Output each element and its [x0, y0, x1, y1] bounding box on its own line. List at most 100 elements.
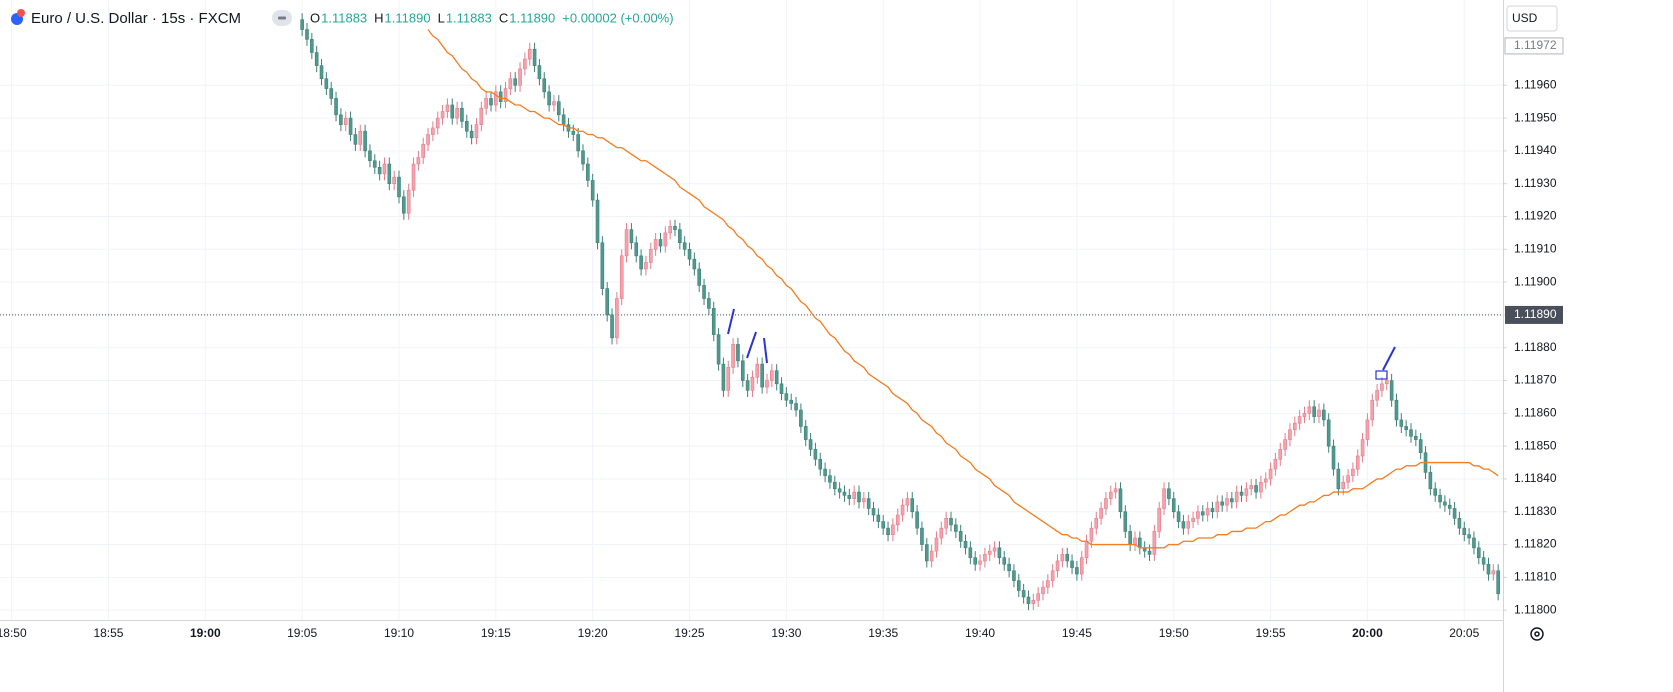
- candle-body: [862, 498, 866, 503]
- candle-body: [954, 524, 958, 532]
- candle-body: [416, 157, 421, 165]
- drawing-line[interactable]: [1382, 346, 1396, 371]
- candle-body: [547, 91, 551, 106]
- candle-body: [561, 114, 566, 125]
- candle-body: [1462, 527, 1467, 536]
- candle-body: [1079, 557, 1084, 575]
- x-tick-label: 19:15: [481, 626, 511, 640]
- x-tick-label: 19:10: [384, 626, 414, 640]
- candle-body: [503, 88, 508, 102]
- candle-body: [310, 39, 314, 53]
- candle-body: [794, 403, 798, 411]
- candle-body: [1312, 406, 1316, 417]
- candle-body: [1380, 383, 1384, 391]
- currency-button[interactable]: [1506, 5, 1558, 32]
- candle-body: [702, 285, 706, 299]
- candle-body: [1472, 537, 1476, 549]
- candle-body: [886, 527, 890, 536]
- candle-body: [571, 130, 576, 135]
- candle-body: [682, 242, 687, 250]
- candle-body: [300, 19, 304, 30]
- currency[interactable]: USD: [1512, 11, 1538, 25]
- candle-body: [1249, 485, 1254, 490]
- candle-body: [1355, 455, 1360, 470]
- candle-body: [1157, 508, 1162, 532]
- candle-body: [813, 449, 818, 460]
- candle-body: [692, 258, 697, 270]
- candle-body: [673, 226, 677, 230]
- y-tick-label: 1.11940: [1514, 143, 1557, 157]
- drawing-box[interactable]: [1375, 370, 1388, 380]
- candle-body: [678, 229, 682, 244]
- candle-body: [1336, 468, 1341, 490]
- candle-body: [518, 68, 522, 86]
- candle-body: [1297, 416, 1302, 424]
- candle-body: [978, 560, 982, 565]
- candle-body: [944, 518, 948, 529]
- candle-body: [1370, 399, 1375, 421]
- x-tick-label: 19:40: [965, 626, 995, 640]
- candle-body: [1375, 390, 1379, 401]
- y-tick-label: 1.11830: [1514, 504, 1557, 518]
- candle-body: [1225, 498, 1229, 506]
- drawing-line[interactable]: [746, 331, 757, 359]
- y-tick-label: 1.11810: [1514, 570, 1557, 584]
- x-tick-label: 18:50: [0, 626, 27, 640]
- candle-body: [1409, 429, 1413, 437]
- candle-body: [707, 298, 711, 309]
- candle-body: [542, 78, 547, 93]
- candle-body: [600, 242, 605, 289]
- candle-body: [1041, 586, 1045, 595]
- chart-title[interactable]: Euro / U.S. Dollar · 15s · FXCM: [31, 10, 241, 27]
- candle-body: [711, 308, 716, 335]
- candle-body: [871, 508, 876, 516]
- candle-body: [1452, 508, 1457, 519]
- candle-body: [924, 544, 929, 562]
- candle-body: [1046, 580, 1050, 588]
- candle-body: [523, 58, 527, 70]
- settings-icon[interactable]: [1530, 627, 1544, 641]
- y-tick-label: 1.11840: [1514, 471, 1557, 485]
- candle-body: [920, 527, 924, 545]
- drawing-line[interactable]: [727, 308, 735, 335]
- candle-body: [1254, 485, 1258, 493]
- candle-body: [1118, 488, 1123, 513]
- candle-body: [740, 360, 745, 381]
- candle-body: [755, 363, 760, 378]
- candle-body: [1196, 511, 1200, 519]
- candle-body: [334, 98, 338, 116]
- candle-body: [876, 514, 881, 522]
- candle-body: [997, 547, 1002, 558]
- candle-body: [987, 550, 992, 555]
- drawing-line[interactable]: [763, 337, 768, 364]
- legend-label: H: [374, 10, 383, 25]
- candle-body: [668, 226, 672, 234]
- candle-body: [1167, 488, 1171, 499]
- candle-body: [343, 117, 348, 125]
- candle-body: [1307, 406, 1312, 414]
- candle-body: [426, 134, 430, 145]
- candle-body: [1021, 590, 1026, 598]
- candle-body: [377, 167, 382, 175]
- candle-body: [397, 176, 401, 198]
- candle-body: [799, 409, 803, 427]
- drawings: [727, 308, 1396, 380]
- candle-body: [1496, 570, 1500, 595]
- candle-body: [958, 531, 963, 542]
- candle-body: [1476, 547, 1481, 558]
- candle-body: [644, 262, 648, 270]
- candle-body: [1060, 554, 1065, 562]
- candle-body: [329, 88, 334, 99]
- candle-body: [1113, 488, 1118, 493]
- candle-body: [765, 380, 769, 388]
- candle-body: [305, 29, 309, 40]
- candle-body: [1273, 458, 1278, 470]
- legend-change: +0.00002 (+0.00%): [562, 10, 673, 25]
- candle-body: [1428, 472, 1433, 490]
- candle-body: [963, 540, 968, 549]
- candle-body: [1104, 498, 1108, 509]
- candle-body: [421, 144, 426, 158]
